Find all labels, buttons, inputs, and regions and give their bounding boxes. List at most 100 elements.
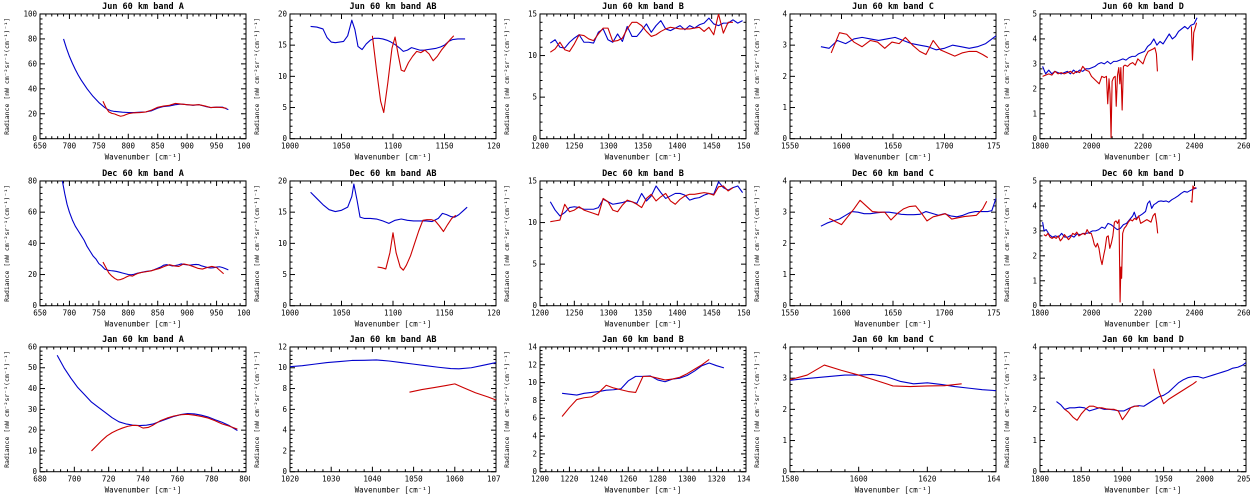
y-tick-label: 40 [28, 239, 38, 248]
x-tick-label: 1050 [405, 475, 424, 484]
x-tick-label: 1600 [832, 308, 851, 317]
y-tick-label: 5 [1032, 9, 1037, 18]
y-tick-label: 20 [28, 426, 38, 435]
plot-frame [39, 180, 247, 306]
x-tick-label: 1020 [281, 475, 300, 484]
series-red-segment-2-line [1190, 185, 1196, 203]
y-tick-label: 0 [782, 468, 787, 477]
y-axis-label: Radiance [nW cm⁻²sr⁻¹(cm⁻¹)⁻¹] [753, 351, 761, 468]
subplot-jan-60-km-band-a: 680 700 720 740 760 780 800 0 10 20 30 40 50 60 Jan 60… [3, 335, 250, 495]
subplot-cell-10: 680 700 720 740 760 780 800 0 10 20 30 40 50 60 Jan 60… [0, 333, 250, 500]
y-tick-label: 80 [28, 34, 38, 43]
y-axis-label: Radiance [nW cm⁻²sr⁻¹(cm⁻¹)⁻¹] [253, 351, 261, 468]
x-tick-label: 800 [239, 475, 250, 484]
y-tick-label: 0 [282, 468, 287, 477]
x-tick-label: 1350 [634, 308, 653, 317]
y-tick-label: 60 [28, 59, 38, 68]
y-tick-label: 15 [278, 207, 287, 216]
y-axis-label: Radiance [nW cm⁻²sr⁻¹(cm⁻¹)⁻¹] [753, 185, 761, 302]
x-tick-label: 1000 [237, 308, 250, 317]
series-red-segment-2-line [1153, 369, 1197, 405]
x-tick-label: 1300 [678, 475, 697, 484]
series-red-line [1043, 212, 1159, 303]
y-axis-label: Radiance [nW cm⁻²sr⁻¹(cm⁻¹)⁻¹] [3, 18, 11, 135]
y-tick-label: 10 [528, 218, 538, 227]
x-tick-label: 1580 [781, 475, 800, 484]
y-tick-label: 14 [528, 343, 538, 352]
x-tick-label: 950 [210, 142, 224, 151]
series-red-line [830, 32, 989, 59]
y-tick-label: 40 [28, 384, 38, 393]
y-tick-label: 40 [28, 84, 38, 93]
x-tick-label: 740 [136, 475, 150, 484]
x-tick-label: 1800 [1031, 308, 1050, 317]
y-tick-label: 12 [278, 343, 287, 352]
y-axis-label: Radiance [nW cm⁻²sr⁻¹(cm⁻¹)⁻¹] [503, 185, 511, 302]
x-tick-label: 1050 [332, 308, 351, 317]
x-tick-label: 1000 [237, 142, 250, 151]
x-tick-label: 900 [180, 142, 194, 151]
x-axis-label: Wavenumber [cm⁻¹] [1105, 319, 1182, 328]
y-tick-label: 0 [532, 468, 537, 477]
series-red-line [91, 414, 238, 452]
series-blue-line [820, 35, 996, 51]
x-tick-label: 1600 [832, 142, 851, 151]
series-blue-line [1056, 362, 1246, 412]
plot-title: Jan 60 km band B [602, 335, 684, 345]
y-tick-label: 10 [278, 364, 288, 373]
y-tick-label: 0 [532, 301, 537, 310]
x-tick-label: 2200 [1134, 142, 1153, 151]
y-tick-label: 0 [782, 301, 787, 310]
y-tick-label: 4 [782, 176, 787, 185]
series-red-line [371, 35, 455, 114]
y-tick-label: 1 [1032, 436, 1037, 445]
y-axis-label: Radiance [nW cm⁻²sr⁻¹(cm⁻¹)⁻¹] [503, 18, 511, 135]
x-axis-label: Wavenumber [cm⁻¹] [855, 319, 932, 328]
plot-title: Jun 60 km band A [102, 2, 184, 12]
x-axis-label: Wavenumber [cm⁻¹] [105, 153, 182, 162]
series-red-line [549, 13, 733, 53]
y-tick-label: 20 [28, 270, 38, 279]
subplot-dec-60-km-band-a: 650 700 750 800 850 900 950 1000 0 20 40 60 80 Dec 60… [3, 169, 250, 329]
y-tick-label: 0 [32, 301, 37, 310]
x-tick-label: 1800 [1031, 142, 1050, 151]
x-tick-label: 1300 [600, 142, 619, 151]
plot-frame [539, 13, 747, 140]
x-tick-label: 1900 [1113, 475, 1132, 484]
y-tick-label: 0 [1032, 468, 1037, 477]
x-tick-label: 1850 [1072, 475, 1091, 484]
x-axis-label: Wavenumber [cm⁻¹] [355, 319, 432, 328]
series-red-line [790, 364, 962, 388]
plot-title: Dec 60 km band C [852, 169, 934, 179]
x-tick-label: 1600 [850, 475, 869, 484]
y-tick-label: 4 [532, 432, 537, 441]
y-tick-label: 4 [782, 9, 787, 18]
y-tick-label: 15 [528, 9, 537, 18]
x-tick-label: 800 [122, 142, 136, 151]
plot-title: Jun 60 km band D [1102, 2, 1184, 12]
y-tick-label: 2 [782, 72, 787, 81]
x-tick-label: 1450 [703, 308, 722, 317]
y-tick-label: 0 [532, 134, 537, 143]
series-blue-line [790, 374, 996, 392]
x-tick-label: 2000 [1082, 142, 1101, 151]
y-tick-label: 0 [32, 468, 37, 477]
series-red-line [102, 101, 227, 117]
plot-frame [539, 346, 747, 473]
x-tick-label: 680 [33, 475, 47, 484]
x-tick-label: 1260 [619, 475, 638, 484]
